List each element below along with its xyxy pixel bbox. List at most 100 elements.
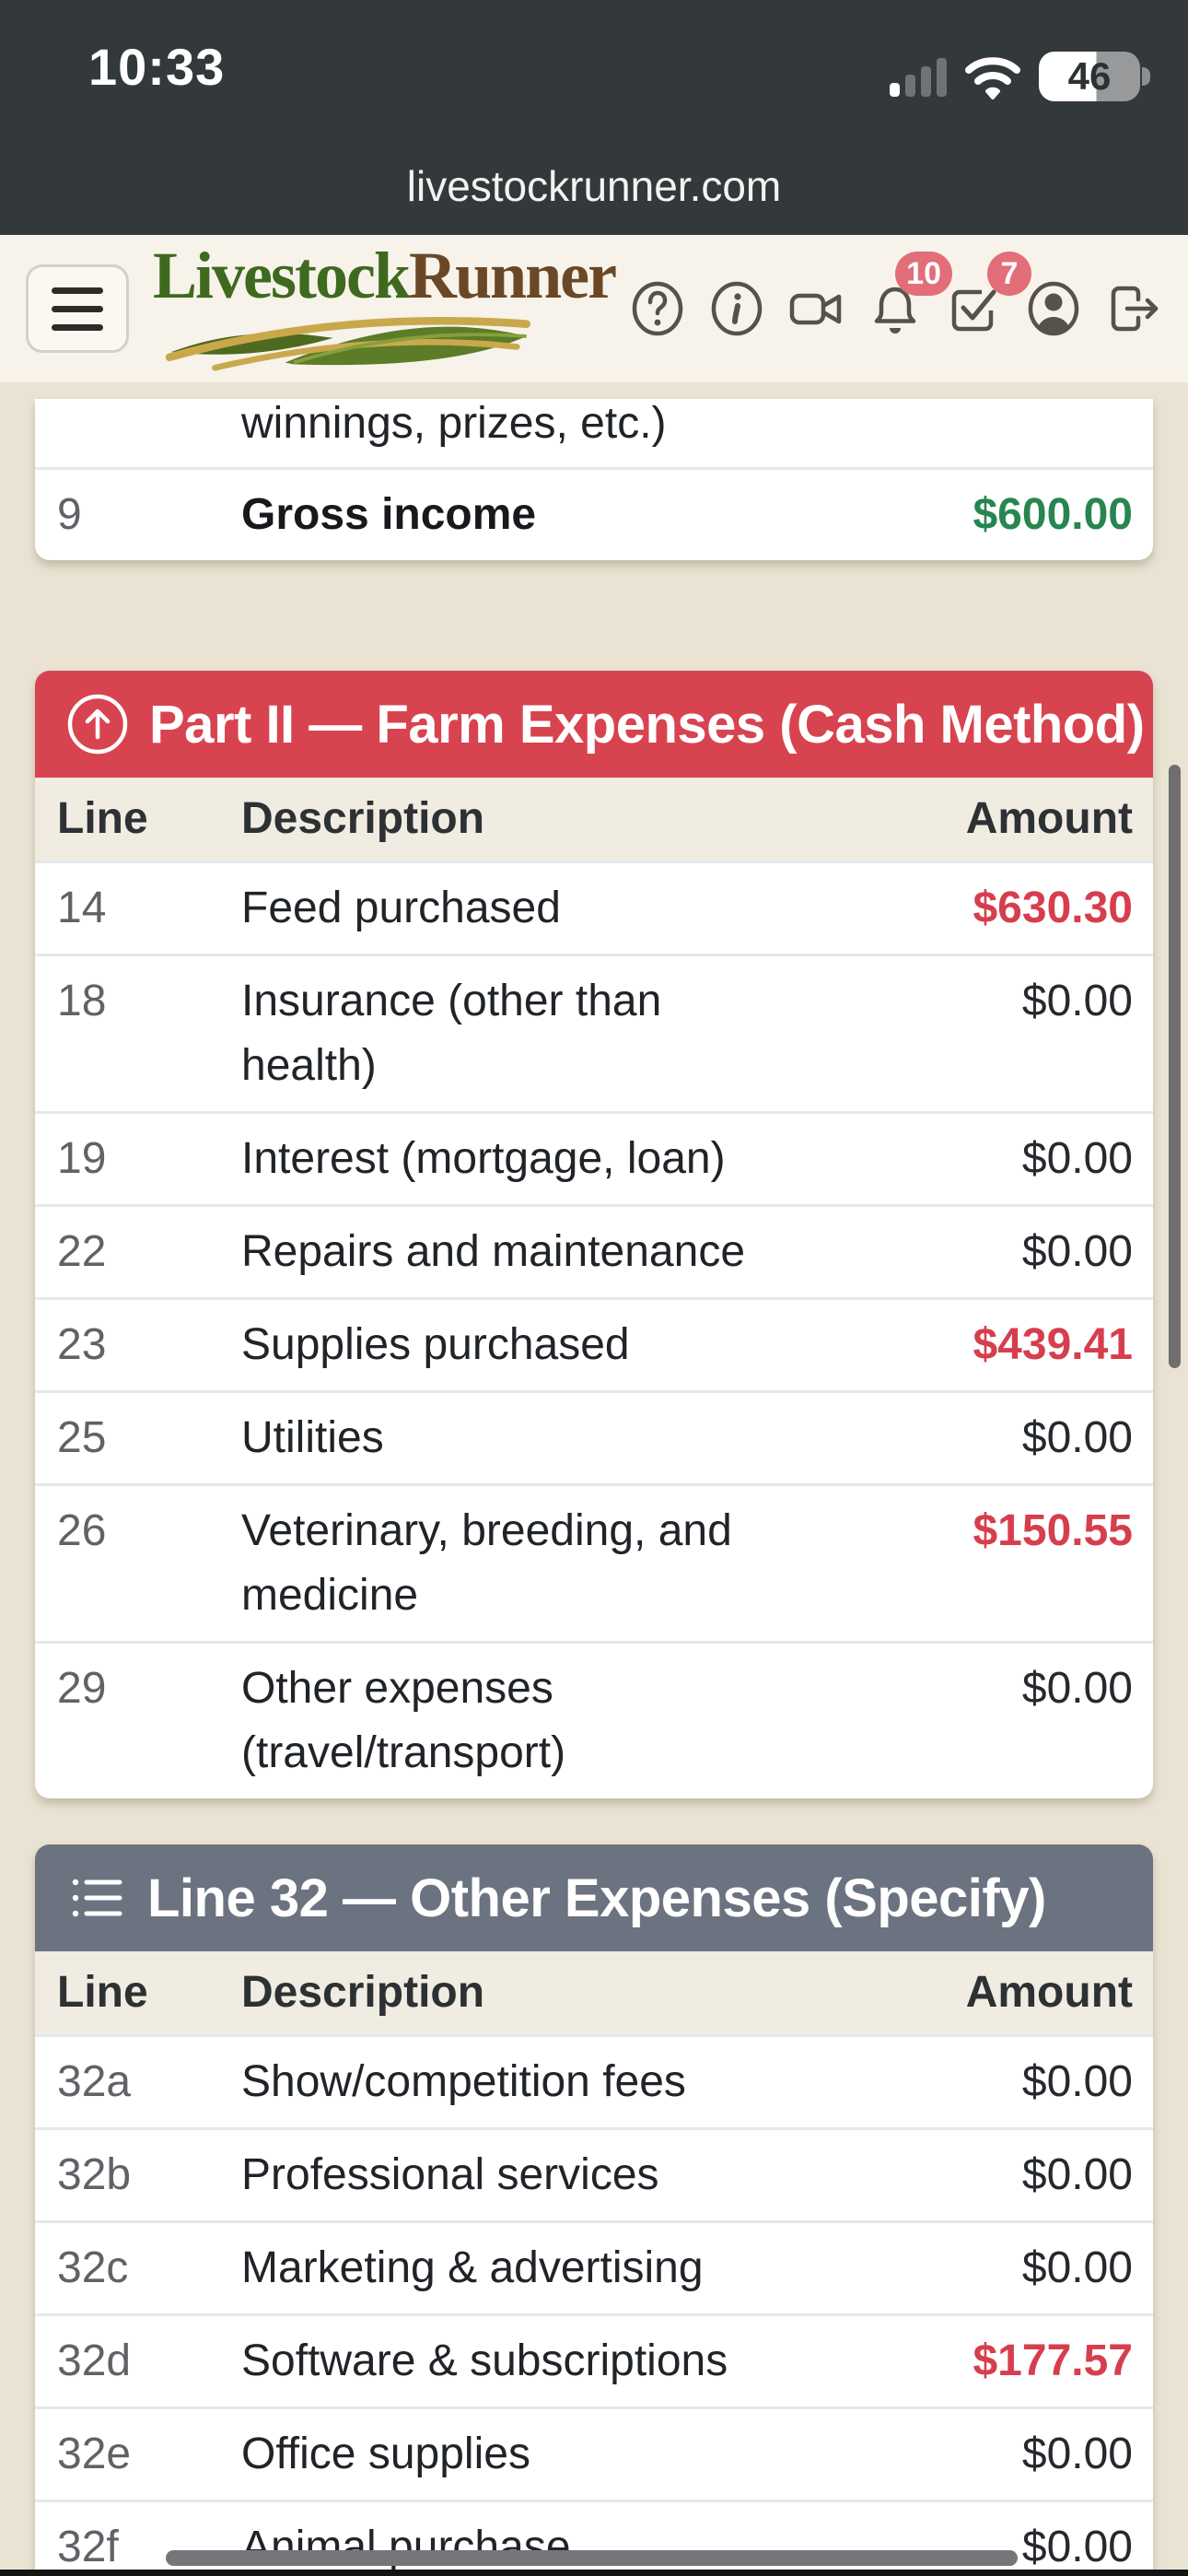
video-icon[interactable] <box>786 279 845 338</box>
farm-expenses-rows: 14 Feed purchased $630.30 18 Insurance (… <box>35 861 1153 1798</box>
other-expenses-header: Line 32 — Other Expenses (Specify) <box>35 1844 1153 1951</box>
browser-url[interactable]: livestockrunner.com <box>406 162 782 210</box>
wifi-icon <box>965 57 1020 100</box>
table-row: 25 Utilities $0.00 <box>35 1390 1153 1483</box>
row-amount: $600.00 <box>973 490 1133 539</box>
logout-icon[interactable] <box>1103 279 1162 338</box>
row-line: 25 <box>57 1413 107 1462</box>
farm-expenses-card: Part II — Farm Expenses (Cash Method) Li… <box>35 671 1153 1798</box>
row-line: 32f <box>57 2523 119 2571</box>
table-row: 22 Repairs and maintenance $0.00 <box>35 1204 1153 1297</box>
table-row: 32b Professional services $0.00 <box>35 2127 1153 2220</box>
row-amount: $0.00 <box>1021 2057 1133 2106</box>
hamburger-menu-button[interactable] <box>26 264 129 353</box>
row-amount: $177.57 <box>973 2336 1133 2385</box>
row-description: Insurance (other than health) <box>241 977 662 1090</box>
card-title-text: Line 32 — Other Expenses (Specify) <box>147 1868 1046 1928</box>
col-amount: Amount <box>965 794 1133 843</box>
notifications-badge: 10 <box>895 252 952 296</box>
row-amount: $0.00 <box>1021 2243 1133 2292</box>
cellular-signal-icon <box>890 56 947 97</box>
battery-percent: 46 <box>1067 54 1112 98</box>
page-content: winnings, prizes, etc.) 9 Gross income $… <box>0 382 1188 2576</box>
row-amount: $0.00 <box>1021 1227 1133 1276</box>
col-line: Line <box>57 1968 148 2017</box>
horizontal-scrollbar[interactable] <box>166 2550 1018 2566</box>
row-amount: $0.00 <box>1021 2150 1133 2199</box>
partial-row-text: winnings, prizes, etc.) <box>241 399 667 448</box>
tasks-icon[interactable]: 7 <box>945 252 1031 338</box>
table-row: 32d Software & subscriptions $177.57 <box>35 2313 1153 2406</box>
row-description: Veterinary, breeding, and medicine <box>241 1506 732 1620</box>
row-line: 18 <box>57 977 107 1025</box>
help-icon[interactable] <box>628 279 687 338</box>
col-description: Description <box>241 1968 485 2017</box>
row-description: Other expenses (travel/transport) <box>241 1664 566 1777</box>
col-line: Line <box>57 794 148 843</box>
row-description: Interest (mortgage, loan) <box>241 1134 726 1183</box>
arrow-up-circle-icon <box>67 694 128 755</box>
row-amount: $0.00 <box>1021 2430 1133 2478</box>
card-title-text: Part II — Farm Expenses (Cash Method) <box>149 694 1145 755</box>
table-row: 18 Insurance (other than health) $0.00 <box>35 954 1153 1111</box>
list-icon <box>72 1879 122 1917</box>
row-amount: $150.55 <box>973 1506 1133 1555</box>
logo[interactable]: LivestockRunner <box>153 242 617 371</box>
row-line: 22 <box>57 1227 107 1276</box>
table-row: 32a Show/competition fees $0.00 <box>35 2034 1153 2127</box>
status-bar: 10:33 46 livestockrunner.com <box>0 0 1188 235</box>
row-line: 32e <box>57 2430 132 2478</box>
bell-icon[interactable]: 10 <box>866 252 952 338</box>
row-line: 14 <box>57 884 107 932</box>
row-description: Office supplies <box>241 2430 530 2478</box>
row-amount: $0.00 <box>1021 2523 1133 2571</box>
column-header: Line Description Amount <box>35 778 1153 861</box>
row-amount: $0.00 <box>1021 1134 1133 1183</box>
row-description: Gross income <box>241 490 537 539</box>
header-icons: 10 7 <box>628 252 1162 338</box>
row-description: Supplies purchased <box>241 1320 630 1369</box>
table-row: 26 Veterinary, breeding, and medicine $1… <box>35 1483 1153 1641</box>
row-line: 32a <box>57 2057 132 2106</box>
row-description: Animal purchase <box>241 2523 571 2571</box>
column-header: Line Description Amount <box>35 1951 1153 2034</box>
row-line: 19 <box>57 1134 107 1183</box>
row-description: Feed purchased <box>241 884 561 932</box>
table-row: 14 Feed purchased $630.30 <box>35 861 1153 954</box>
row-amount: $0.00 <box>1021 1413 1133 1462</box>
other-expenses-card: Line 32 — Other Expenses (Specify) Line … <box>35 1844 1153 2576</box>
row-line: 9 <box>57 490 82 539</box>
table-row: 23 Supplies purchased $439.41 <box>35 1297 1153 1390</box>
row-description: Professional services <box>241 2150 659 2199</box>
account-icon[interactable] <box>1024 279 1083 338</box>
partial-row: winnings, prizes, etc.) <box>35 399 1153 467</box>
row-amount: $630.30 <box>973 884 1133 932</box>
row-description: Marketing & advertising <box>241 2243 704 2292</box>
row-description: Software & subscriptions <box>241 2336 728 2385</box>
col-amount: Amount <box>965 1968 1133 2017</box>
row-description: Repairs and maintenance <box>241 1227 746 1276</box>
row-amount: $439.41 <box>973 1320 1133 1369</box>
farm-expenses-header: Part II — Farm Expenses (Cash Method) <box>35 671 1153 778</box>
row-line: 26 <box>57 1506 107 1555</box>
row-line: 29 <box>57 1664 107 1713</box>
viewport-bottom-edge <box>0 2570 1188 2576</box>
info-icon[interactable] <box>707 279 766 338</box>
logo-part-livestock: Livestock <box>153 239 411 312</box>
logo-part-runner: Runner <box>408 239 617 312</box>
other-expenses-rows: 32a Show/competition fees $0.00 32b Prof… <box>35 2034 1153 2576</box>
table-row: 32c Marketing & advertising $0.00 <box>35 2220 1153 2313</box>
app-header: LivestockRunner <box>0 235 1188 382</box>
row-description: Show/competition fees <box>241 2057 686 2106</box>
col-description: Description <box>241 794 485 843</box>
vertical-scrollbar[interactable] <box>1169 765 1181 1368</box>
row-line: 32b <box>57 2150 132 2199</box>
row-amount: $0.00 <box>1021 977 1133 1025</box>
row-line: 32d <box>57 2336 132 2385</box>
tasks-badge: 7 <box>987 252 1031 296</box>
row-amount: $0.00 <box>1021 1664 1133 1713</box>
table-row: 32e Office supplies $0.00 <box>35 2406 1153 2500</box>
status-time: 10:33 <box>88 38 226 96</box>
battery-icon: 46 <box>1039 52 1150 101</box>
table-row: 19 Interest (mortgage, loan) $0.00 <box>35 1111 1153 1204</box>
